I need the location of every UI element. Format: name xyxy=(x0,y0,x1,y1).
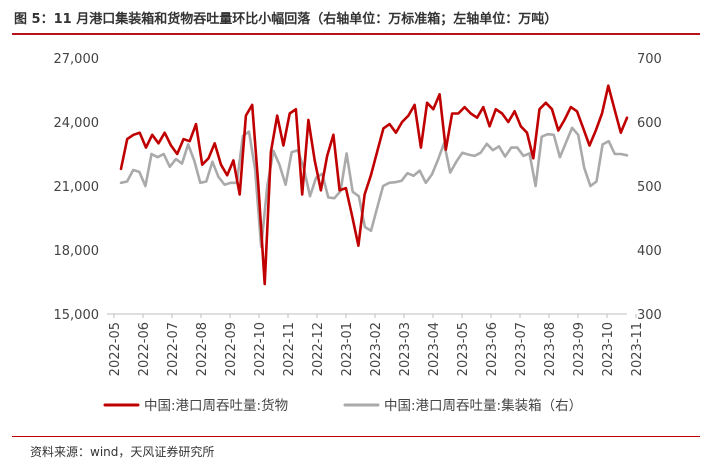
x-axis-tick-label: 2022-12 xyxy=(311,322,326,376)
x-axis-tick-label: 2023-10 xyxy=(601,322,616,376)
left-axis-tick-label: 27,000 xyxy=(54,52,100,67)
right-axis-tick-label: 400 xyxy=(637,244,662,259)
left-axis-tick-label: 15,000 xyxy=(54,308,100,323)
x-axis-tick-label: 2023-06 xyxy=(485,322,500,376)
legend-label-cargo: 中国:港口周吞吐量:货物 xyxy=(144,397,288,414)
x-axis: 2022-05 2022-06 2022-07 2022-08 2022-09 2022-… xyxy=(108,314,645,376)
right-axis-tick-label: 500 xyxy=(637,180,662,195)
x-axis-tick-label: 2023-05 xyxy=(456,322,471,376)
left-axis-tick-label: 21,000 xyxy=(54,180,100,195)
x-axis-tick-label: 2023-01 xyxy=(340,322,355,376)
x-axis-tick-label: 2023-09 xyxy=(572,322,587,376)
x-axis-tick-label: 2022-09 xyxy=(224,322,239,376)
x-axis-tick-label: 2023-03 xyxy=(398,322,413,376)
x-axis-tick-label: 2022-05 xyxy=(108,322,123,376)
x-axis-tick-label: 2022-10 xyxy=(253,322,268,376)
series-layer xyxy=(119,84,629,286)
right-axis-tick-label: 600 xyxy=(637,116,662,131)
x-axis-tick-label: 2022-11 xyxy=(282,322,297,376)
title-rule xyxy=(12,33,700,35)
x-axis-tick-label: 2023-04 xyxy=(427,322,442,376)
series-line-container xyxy=(119,126,629,249)
left-axis-tick-label: 24,000 xyxy=(54,116,100,131)
legend: 中国:港口周吞吐量:货物 中国:港口周吞吐量:集装箱（右） xyxy=(103,397,582,414)
series-line-cargo xyxy=(119,84,629,286)
x-axis-tick-label: 2022-08 xyxy=(195,322,210,376)
legend-label-container: 中国:港口周吞吐量:集装箱（右） xyxy=(384,398,582,414)
left-axis: 15,000 18,000 21,000 24,000 27,000 xyxy=(54,52,100,323)
right-axis-tick-label: 700 xyxy=(637,52,662,67)
x-axis-tick-label: 2023-02 xyxy=(369,322,384,376)
left-axis-tick-label: 18,000 xyxy=(54,244,100,259)
right-axis-tick-label: 300 xyxy=(637,308,662,323)
source-note: 资料来源：wind，天风证券研究所 xyxy=(30,445,215,459)
footer-rule xyxy=(12,436,700,437)
x-axis-tick-label: 2022-06 xyxy=(137,322,152,376)
x-axis-tick-label: 2022-07 xyxy=(166,322,181,376)
right-axis: 300 400 500 600 700 xyxy=(637,52,662,323)
x-axis-tick-label: 2023-07 xyxy=(514,322,529,376)
x-axis-tick-label: 2023-11 xyxy=(630,322,645,376)
figure-title: 图 5：11 月港口集装箱和货物吞吐量环比小幅回落（右轴单位：万标准箱；左轴单位… xyxy=(14,12,558,27)
x-axis-tick-label: 2023-08 xyxy=(543,322,558,376)
